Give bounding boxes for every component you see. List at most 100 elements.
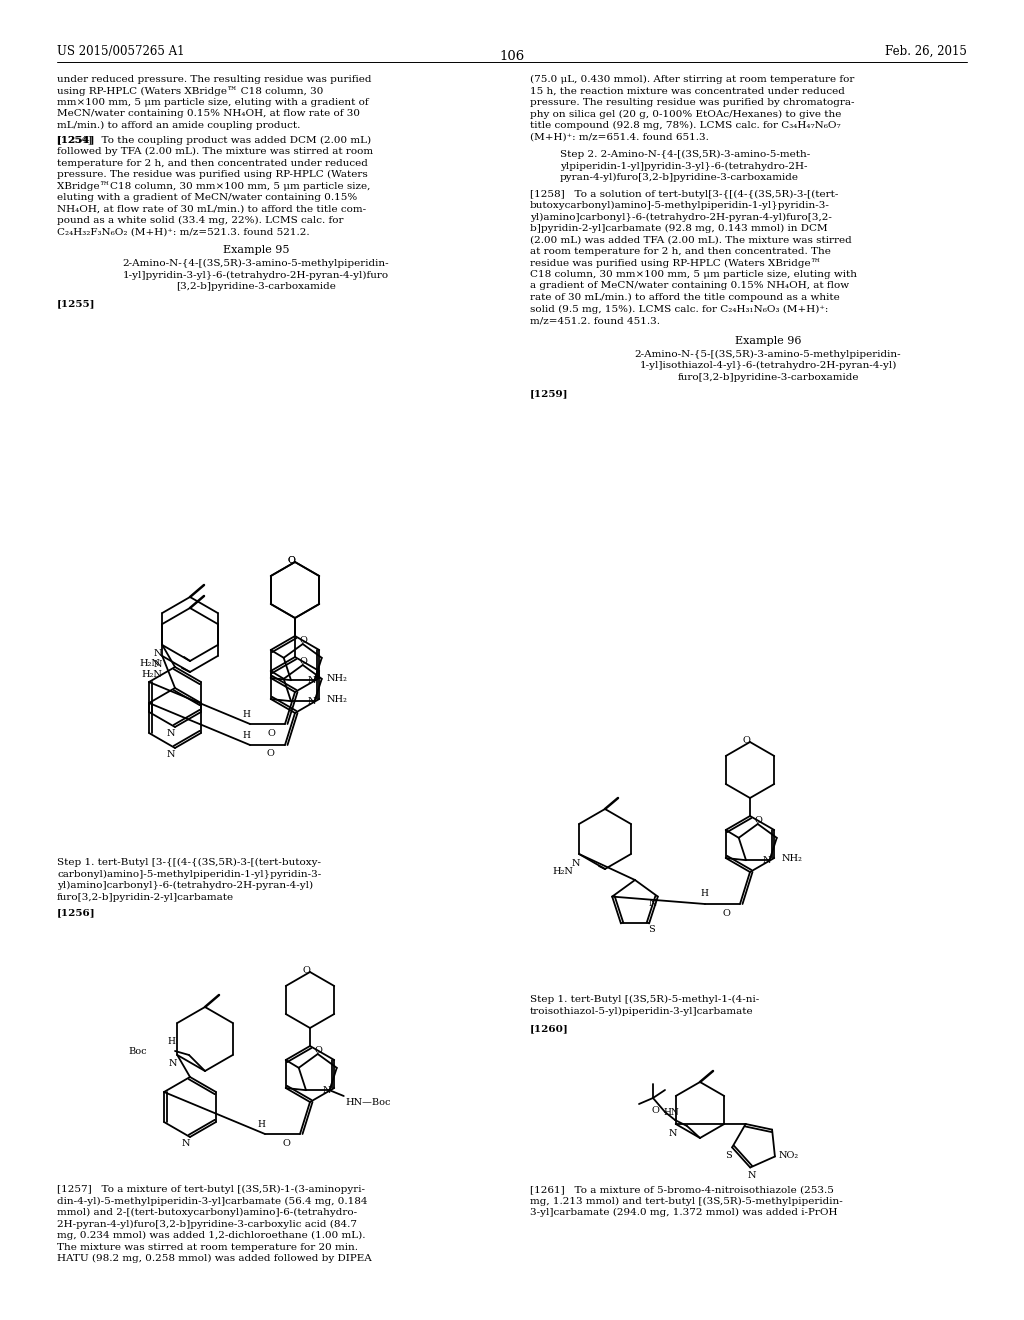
Text: mL/min.) to afford an amide coupling product.: mL/min.) to afford an amide coupling pro… <box>57 121 300 131</box>
Text: The mixture was stirred at room temperature for 20 min.: The mixture was stirred at room temperat… <box>57 1242 358 1251</box>
Text: N: N <box>167 750 175 759</box>
Text: yl)amino]carbonyl}-6-(tetrahydro-2H-pyran-4-yl)furo[3,2-: yl)amino]carbonyl}-6-(tetrahydro-2H-pyra… <box>530 213 831 222</box>
Text: 2-Amino-N-{4-[(3S,5R)-3-amino-5-methylpiperidin-: 2-Amino-N-{4-[(3S,5R)-3-amino-5-methylpi… <box>123 259 389 268</box>
Text: butoxycarbonyl)amino]-5-methylpiperidin-1-yl}pyridin-3-: butoxycarbonyl)amino]-5-methylpiperidin-… <box>530 201 829 210</box>
Text: phy on silica gel (20 g, 0-100% EtOAc/Hexanes) to give the: phy on silica gel (20 g, 0-100% EtOAc/He… <box>530 110 842 119</box>
Text: O: O <box>282 1139 290 1148</box>
Text: pressure. The residue was purified using RP-HPLC (Waters: pressure. The residue was purified using… <box>57 170 368 180</box>
Text: [1254]: [1254] <box>57 136 95 144</box>
Text: 15 h, the reaction mixture was concentrated under reduced: 15 h, the reaction mixture was concentra… <box>530 87 845 95</box>
Text: O: O <box>755 816 763 825</box>
Text: ylpiperidin-1-yl]pyridin-3-yl}-6-(tetrahydro-2H-: ylpiperidin-1-yl]pyridin-3-yl}-6-(tetrah… <box>560 161 808 170</box>
Text: N: N <box>154 660 163 669</box>
Text: 3-yl]carbamate (294.0 mg, 1.372 mmol) was added i-PrOH: 3-yl]carbamate (294.0 mg, 1.372 mmol) wa… <box>530 1208 838 1217</box>
Text: Step 2. 2-Amino-N-{4-[(3S,5R)-3-amino-5-meth-: Step 2. 2-Amino-N-{4-[(3S,5R)-3-amino-5-… <box>560 150 810 160</box>
Text: C18 column, 30 mm×100 mm, 5 μm particle size, eluting with: C18 column, 30 mm×100 mm, 5 μm particle … <box>530 271 857 279</box>
Text: N: N <box>167 729 175 738</box>
Text: at room temperature for 2 h, and then concentrated. The: at room temperature for 2 h, and then co… <box>530 247 830 256</box>
Text: HN—Boc: HN—Boc <box>346 1098 391 1107</box>
Text: O: O <box>267 729 274 738</box>
Text: a gradient of MeCN/water containing 0.15% NH₄OH, at flow: a gradient of MeCN/water containing 0.15… <box>530 281 849 290</box>
Text: N: N <box>308 697 316 706</box>
Text: using RP-HPLC (Waters XBridge™ C18 column, 30: using RP-HPLC (Waters XBridge™ C18 colum… <box>57 87 324 96</box>
Text: S: S <box>648 925 654 935</box>
Text: rate of 30 mL/min.) to afford the title compound as a white: rate of 30 mL/min.) to afford the title … <box>530 293 840 302</box>
Text: N: N <box>154 649 163 657</box>
Text: NH₂: NH₂ <box>327 675 347 682</box>
Text: carbonyl)amino]-5-methylpiperidin-1-yl}pyridin-3-: carbonyl)amino]-5-methylpiperidin-1-yl}p… <box>57 870 322 879</box>
Text: furo[3,2-b]pyridin-2-yl]carbamate: furo[3,2-b]pyridin-2-yl]carbamate <box>57 892 234 902</box>
Text: N: N <box>648 899 657 908</box>
Text: MeCN/water containing 0.15% NH₄OH, at flow rate of 30: MeCN/water containing 0.15% NH₄OH, at fl… <box>57 110 360 119</box>
Text: HATU (98.2 mg, 0.258 mmol) was added followed by DIPEA: HATU (98.2 mg, 0.258 mmol) was added fol… <box>57 1254 372 1263</box>
Text: m/z=451.2. found 451.3.: m/z=451.2. found 451.3. <box>530 315 660 325</box>
Text: followed by TFA (2.00 mL). The mixture was stirred at room: followed by TFA (2.00 mL). The mixture w… <box>57 147 373 156</box>
Text: mmol) and 2-[(tert-butoxycarbonyl)amino]-6-(tetrahydro-: mmol) and 2-[(tert-butoxycarbonyl)amino]… <box>57 1208 357 1217</box>
Text: NH₂: NH₂ <box>327 696 347 704</box>
Text: 2-Amino-N-{5-[(3S,5R)-3-amino-5-methylpiperidin-: 2-Amino-N-{5-[(3S,5R)-3-amino-5-methylpi… <box>635 350 901 359</box>
Text: Example 96: Example 96 <box>735 335 801 346</box>
Text: (M+H)⁺: m/z=651.4. found 651.3.: (M+H)⁺: m/z=651.4. found 651.3. <box>530 132 709 141</box>
Text: O: O <box>302 966 310 975</box>
Text: mm×100 mm, 5 μm particle size, eluting with a gradient of: mm×100 mm, 5 μm particle size, eluting w… <box>57 98 369 107</box>
Text: pressure. The resulting residue was purified by chromatogra-: pressure. The resulting residue was puri… <box>530 98 854 107</box>
Text: 106: 106 <box>500 50 524 63</box>
Text: N: N <box>669 1129 677 1138</box>
Text: din-4-yl)-5-methylpiperidin-3-yl]carbamate (56.4 mg, 0.184: din-4-yl)-5-methylpiperidin-3-yl]carbama… <box>57 1196 368 1205</box>
Text: H: H <box>242 731 250 741</box>
Text: furo[3,2-b]pyridine-3-carboxamide: furo[3,2-b]pyridine-3-carboxamide <box>677 372 859 381</box>
Text: [1260]: [1260] <box>530 1024 568 1034</box>
Text: mg, 1.213 mmol) and tert-butyl [(3S,5R)-5-methylpiperidin-: mg, 1.213 mmol) and tert-butyl [(3S,5R)-… <box>530 1196 843 1205</box>
Text: S: S <box>725 1151 731 1160</box>
Text: yl)amino]carbonyl}-6-(tetrahydro-2H-pyran-4-yl): yl)amino]carbonyl}-6-(tetrahydro-2H-pyra… <box>57 880 313 890</box>
Text: N: N <box>181 1139 190 1148</box>
Text: [1257]   To a mixture of tert-butyl [(3S,5R)-1-(3-aminopyri-: [1257] To a mixture of tert-butyl [(3S,5… <box>57 1185 365 1195</box>
Text: O: O <box>266 748 274 758</box>
Text: [1261]   To a mixture of 5-bromo-4-nitroisothiazole (253.5: [1261] To a mixture of 5-bromo-4-nitrois… <box>530 1185 834 1195</box>
Text: Example 95: Example 95 <box>223 246 289 255</box>
Text: pound as a white solid (33.4 mg, 22%). LCMS calc. for: pound as a white solid (33.4 mg, 22%). L… <box>57 216 343 226</box>
Text: NO₂: NO₂ <box>779 1151 799 1159</box>
Text: N: N <box>308 676 316 685</box>
Text: C₂₄H₃₂F₃N₆O₂ (M+H)⁺: m/z=521.3. found 521.2.: C₂₄H₃₂F₃N₆O₂ (M+H)⁺: m/z=521.3. found 52… <box>57 227 309 236</box>
Text: XBridge™C18 column, 30 mm×100 mm, 5 μm particle size,: XBridge™C18 column, 30 mm×100 mm, 5 μm p… <box>57 181 371 191</box>
Text: O: O <box>722 909 730 917</box>
Text: H: H <box>167 1038 175 1045</box>
Text: US 2015/0057265 A1: US 2015/0057265 A1 <box>57 45 184 58</box>
Text: residue was purified using RP-HPLC (Waters XBridge™: residue was purified using RP-HPLC (Wate… <box>530 259 821 268</box>
Text: H: H <box>242 710 250 719</box>
Text: N: N <box>169 1059 177 1068</box>
Text: HN: HN <box>664 1107 679 1117</box>
Text: eluting with a gradient of MeCN/water containing 0.15%: eluting with a gradient of MeCN/water co… <box>57 193 357 202</box>
Text: H₂N: H₂N <box>552 867 573 876</box>
Text: O: O <box>300 636 307 645</box>
Text: O: O <box>287 556 295 565</box>
Text: title compound (92.8 mg, 78%). LCMS calc. for C₃₄H₄₇N₆O₇: title compound (92.8 mg, 78%). LCMS calc… <box>530 121 841 131</box>
Text: N: N <box>748 1171 757 1180</box>
Text: H: H <box>700 888 708 898</box>
Text: b]pyridin-2-yl]carbamate (92.8 mg, 0.143 mmol) in DCM: b]pyridin-2-yl]carbamate (92.8 mg, 0.143… <box>530 224 827 234</box>
Text: [1259]: [1259] <box>530 389 568 399</box>
Text: NH₄OH, at flow rate of 30 mL/min.) to afford the title com-: NH₄OH, at flow rate of 30 mL/min.) to af… <box>57 205 367 214</box>
Text: 2H-pyran-4-yl)furo[3,2-b]pyridine-3-carboxylic acid (84.7: 2H-pyran-4-yl)furo[3,2-b]pyridine-3-carb… <box>57 1220 357 1229</box>
Text: NH₂: NH₂ <box>781 854 803 863</box>
Text: (2.00 mL) was added TFA (2.00 mL). The mixture was stirred: (2.00 mL) was added TFA (2.00 mL). The m… <box>530 235 852 244</box>
Text: pyran-4-yl)furo[3,2-b]pyridine-3-carboxamide: pyran-4-yl)furo[3,2-b]pyridine-3-carboxa… <box>560 173 799 182</box>
Text: N: N <box>763 855 771 865</box>
Text: H: H <box>257 1119 265 1129</box>
Text: O: O <box>651 1106 658 1115</box>
Text: N: N <box>323 1086 332 1096</box>
Text: N: N <box>571 859 581 869</box>
Text: O: O <box>742 737 750 744</box>
Text: O: O <box>287 556 295 565</box>
Text: H₂N: H₂N <box>141 671 162 678</box>
Text: Feb. 26, 2015: Feb. 26, 2015 <box>885 45 967 58</box>
Text: [1256]: [1256] <box>57 908 95 917</box>
Text: (75.0 μL, 0.430 mmol). After stirring at room temperature for: (75.0 μL, 0.430 mmol). After stirring at… <box>530 75 854 84</box>
Text: H₂N: H₂N <box>139 659 160 668</box>
Text: temperature for 2 h, and then concentrated under reduced: temperature for 2 h, and then concentrat… <box>57 158 368 168</box>
Text: 1-yl]pyridin-3-yl}-6-(tetrahydro-2H-pyran-4-yl)furo: 1-yl]pyridin-3-yl}-6-(tetrahydro-2H-pyra… <box>123 271 389 280</box>
Text: 1-yl]isothiazol-4-yl}-6-(tetrahydro-2H-pyran-4-yl): 1-yl]isothiazol-4-yl}-6-(tetrahydro-2H-p… <box>639 360 897 370</box>
Text: troisothiazol-5-yl)piperidin-3-yl]carbamate: troisothiazol-5-yl)piperidin-3-yl]carbam… <box>530 1006 754 1015</box>
Text: [3,2-b]pyridine-3-carboxamide: [3,2-b]pyridine-3-carboxamide <box>176 282 336 290</box>
